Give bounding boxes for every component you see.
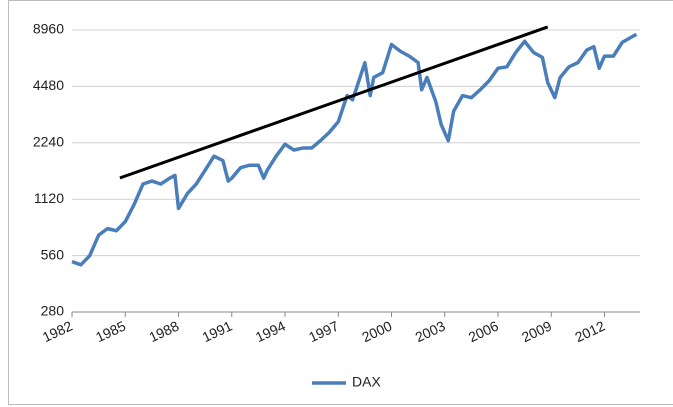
x-tick-label: 2000 [359, 317, 394, 345]
trend-line [119, 25, 549, 180]
legend-label: DAX [352, 374, 381, 390]
x-tick-label: 1982 [40, 317, 75, 345]
y-tick-label: 4480 [33, 77, 64, 93]
y-tick-label: 8960 [33, 21, 64, 37]
x-tick-label: 1997 [306, 317, 341, 345]
x-tick-label: 2006 [466, 317, 501, 345]
x-tick-label: 2003 [413, 317, 448, 345]
y-tick-label: 2240 [33, 134, 64, 150]
x-tick-label: 1988 [146, 317, 181, 345]
data-line [71, 32, 638, 267]
chart-frame [8, 0, 673, 405]
y-tick-label: 280 [41, 303, 65, 319]
x-tick-label: 2009 [519, 317, 554, 345]
x-tick-label: 2012 [572, 317, 607, 345]
y-tick-label: 1120 [34, 190, 64, 206]
x-tick-label: 1994 [253, 317, 288, 345]
x-tick-label: 1991 [200, 317, 235, 345]
x-tick-label: 1985 [93, 317, 128, 345]
y-tick-label: 560 [41, 246, 65, 262]
